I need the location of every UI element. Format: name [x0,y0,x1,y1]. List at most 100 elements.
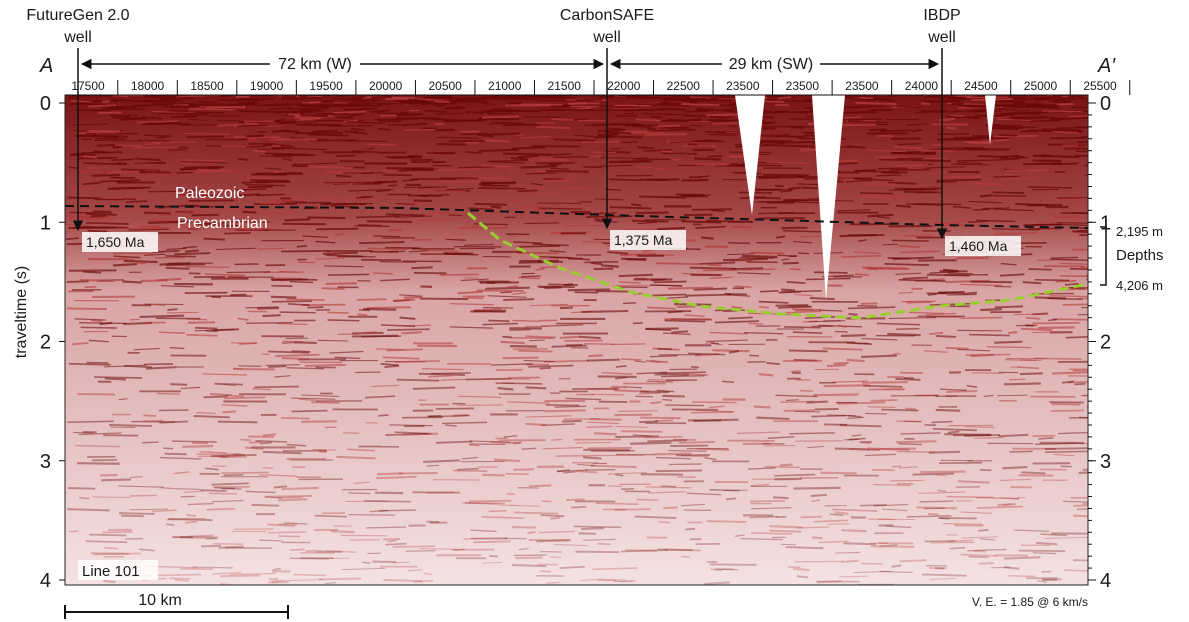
seismic-trace [198,455,239,458]
seismic-trace [99,179,141,183]
seismic-trace [1070,96,1088,98]
line-label: Line 101 [82,563,140,580]
seismic-trace [846,105,886,108]
seismic-trace [597,375,637,378]
seismic-trace [213,543,243,545]
seismic-trace [861,337,898,341]
seismic-trace [620,252,657,256]
seismic-trace [502,123,540,127]
y-tick-label: 3 [1100,451,1111,473]
seismic-trace [931,541,975,544]
seismic-trace [461,456,478,460]
seismic-trace [947,115,961,119]
seismic-trace [774,184,784,188]
seismic-trace [137,120,178,124]
seismic-trace [860,354,898,359]
seismic-trace [868,388,905,391]
seismic-trace [114,144,143,147]
seismic-trace [777,254,797,257]
seismic-trace [271,277,303,280]
seismic-trace [661,97,684,101]
seismic-trace [861,442,871,444]
seismic-trace [490,205,502,209]
seismic-trace [539,366,551,370]
seismic-trace [1008,378,1026,381]
seismic-trace [1062,303,1088,306]
label-bg [722,55,820,73]
seismic-trace [675,193,704,196]
seismic-trace [461,502,500,505]
seismic-trace [214,486,242,490]
seismic-trace [597,128,626,132]
seismic-trace [1000,273,1025,277]
seismic-trace [238,365,262,367]
seismic-trace [418,169,433,172]
seismic-trace [840,334,866,337]
seismic-trace [1053,453,1075,457]
seismic-trace [310,103,346,106]
seismic-trace [581,241,613,244]
seismic-trace [334,232,345,237]
seismic-trace [343,107,378,111]
seismic-trace [396,378,440,382]
seismic-trace [77,130,119,135]
seismic-trace [1003,382,1041,386]
seismic-trace [283,578,324,582]
seismic-trace [642,249,654,253]
seismic-trace [552,138,596,142]
seismic-trace [929,577,956,581]
seismic-trace [513,511,559,515]
seismic-trace [1032,331,1056,334]
seismic-trace [846,358,865,363]
seismic-trace [531,145,580,148]
seismic-trace [960,511,993,515]
seismic-trace [137,139,170,142]
seismic-trace [435,407,474,410]
seismic-trace [787,566,801,569]
seismic-trace [609,108,649,111]
seismic-trace [928,566,945,570]
seismic-trace [259,539,283,542]
seismic-trace [291,350,311,353]
seismic-trace [692,401,737,404]
seismic-trace [341,567,386,571]
seismic-trace [217,188,234,192]
seismic-trace [615,376,628,380]
seismic-trace [1036,541,1058,546]
seismic-trace [726,253,755,256]
vertical-exaggeration: V. E. = 1.85 @ 6 km/s [972,595,1088,609]
seismic-trace [793,240,812,244]
seismic-trace [715,568,739,571]
seismic-trace [326,550,357,553]
seismic-trace [1000,262,1017,266]
seismic-trace [449,302,494,306]
data-gap [735,95,996,300]
x-tick-label: 20000 [369,79,403,93]
seismic-trace [661,150,673,153]
seismic-trace [788,349,828,353]
seismic-trace [848,437,866,441]
seismic-trace [226,227,271,231]
seismic-trace [1050,116,1088,121]
seismic-trace [445,119,487,123]
seismic-trace [502,356,539,360]
seismic-trace [315,196,337,200]
seismic-trace [551,344,587,348]
seismic-trace [756,416,790,421]
seismic-trace [643,149,673,152]
seismic-trace [559,335,580,339]
seismic-trace [473,308,502,312]
seismic-trace [704,581,730,585]
seismic-trace [382,356,420,360]
seismic-trace [542,179,570,183]
seismic-trace [116,162,127,166]
seismic-trace [879,570,913,574]
y-tick-label: 4 [40,570,51,592]
seismic-trace [281,486,319,491]
seismic-trace [428,374,452,378]
seismic-trace [542,446,583,450]
seismic-trace [389,424,433,427]
seismic-trace [271,300,313,303]
seismic-trace [418,372,466,376]
seismic-trace [994,208,1034,212]
